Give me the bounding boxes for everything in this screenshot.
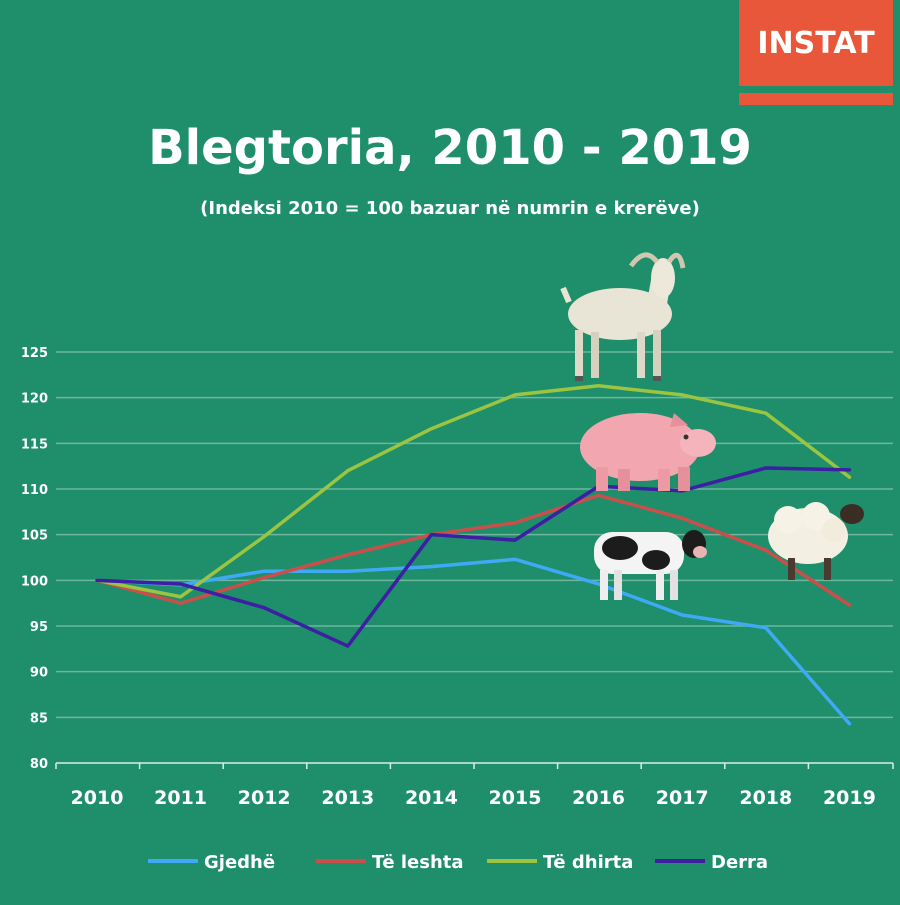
x-tick-label: 2019 [823,787,876,809]
data-point [847,468,851,472]
legend-label: Të dhirta [543,852,633,873]
y-tick-label: 110 [21,483,48,498]
data-point [680,393,684,397]
data-point [429,533,433,537]
data-point [262,569,266,573]
data-point [680,613,684,617]
x-tick-label: 2012 [238,787,291,809]
x-tick-label: 2015 [489,787,542,809]
legend-label: Të leshta [372,852,464,873]
goat-illustration [560,252,686,381]
x-tick-label: 2010 [71,787,124,809]
y-tick-label: 125 [21,346,48,361]
data-point [262,534,266,538]
y-tick-label: 90 [30,666,48,681]
series-line-1 [95,493,852,607]
data-point [597,384,601,388]
data-point [764,411,768,415]
data-point [513,393,517,397]
data-point [847,722,851,726]
y-tick-label: 100 [21,574,48,589]
data-point [262,576,266,580]
data-point [764,466,768,470]
y-tick-label: 120 [21,392,48,407]
series-lines [95,384,852,726]
legend: Gjedhë Të leshta Të dhirta Derra [148,852,768,873]
series-line-3 [95,466,852,648]
legend-label: Gjedhë [204,852,275,873]
chart-title: Blegtoria, 2010 - 2019 [148,120,752,176]
y-tick-label: 115 [21,437,48,452]
pig-illustration [580,413,716,491]
y-tick-label: 85 [30,711,48,726]
series-line-2 [95,384,852,599]
data-point [429,427,433,431]
data-point [764,626,768,630]
axes [55,762,894,769]
instat-logo: INSTAT [739,0,893,86]
data-point [95,578,99,582]
y-tick-label: 95 [30,620,48,635]
sheep-illustration [768,502,864,580]
legend-label: Derra [711,852,768,873]
data-point [847,475,851,479]
data-point [513,557,517,561]
cow-illustration [594,530,707,600]
data-point [346,569,350,573]
data-point [764,548,768,552]
x-tick-label: 2011 [154,787,207,809]
y-tick-label: 105 [21,529,48,544]
x-tick-label: 2017 [656,787,709,809]
data-point [179,601,183,605]
data-point [513,521,517,525]
data-point [346,644,350,648]
x-tick-labels: 2010 2011 2012 2013 2014 2015 2016 2017 2018 2019 [71,787,876,809]
x-tick-label: 2013 [321,787,374,809]
x-tick-label: 2014 [405,787,458,809]
y-tick-label: 80 [30,757,48,772]
data-point [262,606,266,610]
data-point [429,565,433,569]
data-point [847,603,851,607]
data-point [179,595,183,599]
data-point [179,582,183,586]
data-point [346,469,350,473]
x-tick-label: 2018 [739,787,792,809]
series-line-0 [95,557,852,726]
grid-lines [56,351,893,719]
data-point [597,493,601,497]
y-tick-labels: 80 85 90 95 100 105 110 115 120 125 [21,346,48,772]
x-tick-label: 2016 [572,787,625,809]
data-point [346,553,350,557]
data-point [513,538,517,542]
chart-subtitle: (Indeksi 2010 = 100 bazuar në numrin e k… [200,198,700,219]
logo-text: INSTAT [757,25,875,61]
logo-underline [739,93,893,105]
data-point [680,516,684,520]
data-point [597,582,601,586]
